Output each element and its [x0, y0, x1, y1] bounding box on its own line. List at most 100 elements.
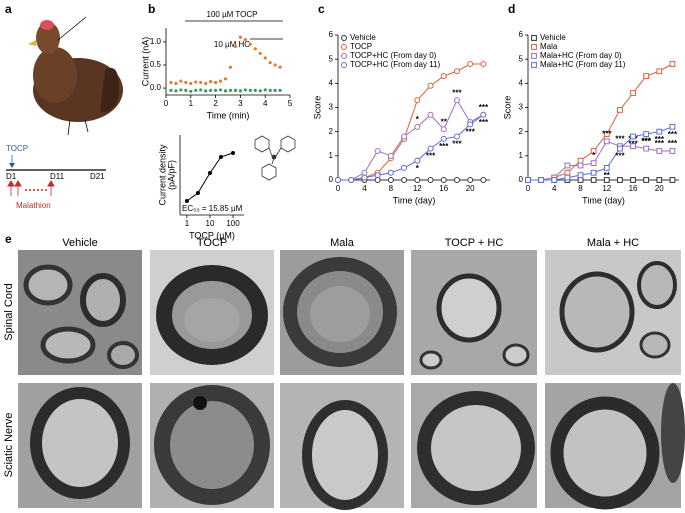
x-axis-title: Time (min): [207, 110, 250, 120]
data-point: [278, 88, 282, 92]
data-point: [228, 65, 233, 69]
marker: [656, 68, 663, 75]
data-point: [233, 88, 238, 92]
significance: **: [604, 171, 611, 180]
marker: [617, 145, 623, 152]
significance: ***: [439, 142, 449, 151]
marker: [617, 107, 623, 113]
micrograph: [411, 383, 537, 508]
marker: [643, 131, 650, 137]
y-tick-label: 0.5: [150, 60, 162, 69]
marker: [427, 111, 434, 118]
x-axis-title: Time (day): [582, 195, 625, 205]
x-axis-title: Time (day): [393, 195, 436, 205]
annotation: 100 µM TOCP: [207, 10, 258, 19]
marker: [467, 61, 474, 67]
y-tick-label: 0.0: [150, 83, 162, 92]
significance: ***: [655, 139, 665, 148]
data-point: [248, 42, 252, 46]
marker: [374, 177, 381, 183]
data-point: [263, 56, 267, 60]
chicken-illustration: [28, 16, 123, 136]
marker: [630, 90, 636, 96]
data-point: [253, 47, 257, 51]
marker: [669, 61, 676, 67]
data-point: [209, 88, 213, 92]
data-point: [194, 88, 198, 92]
micrograph: [411, 250, 537, 375]
significance: ***: [642, 137, 652, 146]
legend-marker: [341, 35, 347, 41]
series-line: [186, 152, 234, 202]
significance: *: [416, 164, 420, 173]
marker: [630, 133, 636, 140]
x-tick-label: 0: [164, 99, 169, 108]
y-axis-title: Score: [502, 96, 512, 120]
data-point: [228, 88, 233, 92]
marker: [231, 151, 236, 155]
y-tick-label: 2: [329, 127, 334, 136]
data-point: [199, 88, 203, 92]
data-point: [174, 89, 178, 93]
marker: [564, 169, 571, 176]
series-line: [528, 126, 673, 181]
significance: ***: [479, 118, 489, 127]
marker: [564, 162, 571, 169]
marker: [361, 174, 368, 181]
marker: [643, 177, 650, 183]
marker: [401, 164, 408, 171]
data-point: [214, 88, 218, 92]
x-axis-title: TOCP (µM): [189, 230, 235, 240]
marker: [480, 61, 487, 67]
y-tick-label: 2: [519, 127, 524, 136]
marker: [643, 73, 650, 79]
x-tick-label: 0: [526, 184, 531, 193]
data-point: [278, 65, 282, 69]
x-tick-label: 100: [226, 219, 240, 228]
panel-label: e: [5, 232, 12, 246]
marker: [656, 177, 663, 183]
data-point: [199, 80, 203, 85]
x-tick-label: 5: [288, 99, 293, 108]
marker: [401, 177, 408, 183]
micrograph: [150, 383, 274, 508]
marker: [669, 123, 676, 130]
arrow-head: [9, 163, 15, 168]
data-point: [223, 77, 228, 81]
marker: [387, 169, 394, 176]
series-line: [338, 63, 484, 181]
data-point: [243, 37, 247, 42]
legend-marker: [531, 62, 537, 68]
data-point: [194, 80, 198, 84]
data-point: [248, 88, 252, 92]
data-point: [179, 79, 183, 83]
y-tick-label: 4: [519, 78, 524, 87]
exposure-label: Malathion: [16, 201, 51, 210]
marker: [480, 177, 487, 183]
marker: [440, 73, 447, 80]
panel-label: b: [148, 2, 155, 16]
marker: [453, 133, 460, 140]
marker: [440, 126, 447, 133]
micrograph: [18, 250, 142, 375]
marker: [603, 131, 610, 137]
y-tick-label: 5: [519, 54, 524, 63]
series-line: [528, 140, 673, 181]
marker: [427, 177, 434, 183]
micrograph: [280, 383, 404, 510]
data-point: [169, 88, 173, 92]
marker: [414, 97, 421, 104]
x-tick-label: 1: [185, 219, 190, 228]
significance: ***: [642, 137, 652, 146]
legend-marker: [531, 44, 537, 50]
x-tick-label: 8: [389, 184, 394, 193]
legend-marker: [341, 53, 347, 59]
significance: ***: [479, 103, 489, 112]
legend-label: TOCP+HC (From day 0): [350, 51, 437, 60]
y-tick-label: 5: [329, 54, 334, 63]
marker: [669, 148, 676, 154]
marker: [467, 121, 474, 128]
y-tick-label: 1.0: [150, 37, 162, 46]
x-tick-label: 4: [263, 99, 268, 108]
legend-marker: [531, 53, 537, 59]
